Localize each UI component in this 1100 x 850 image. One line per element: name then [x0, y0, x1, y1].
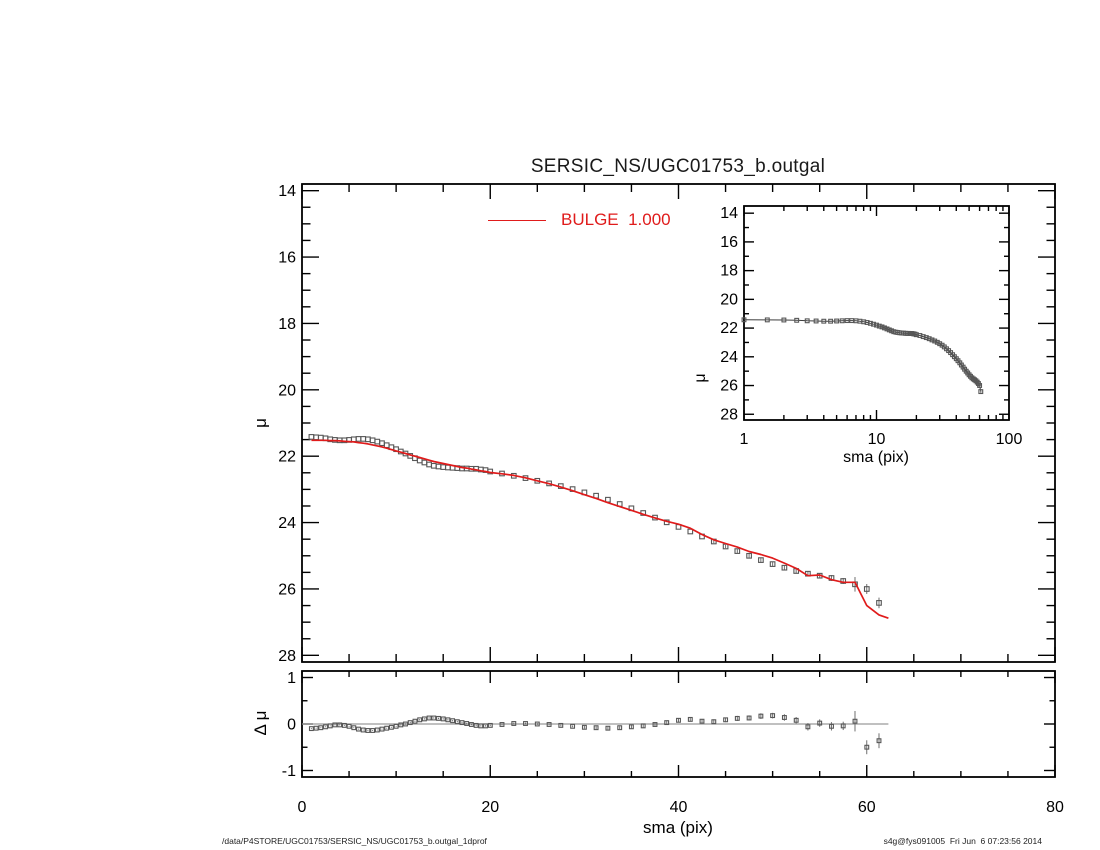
- svg-text:16: 16: [278, 250, 296, 267]
- svg-text:22: 22: [278, 449, 296, 466]
- svg-text:24: 24: [720, 349, 738, 366]
- svg-text:26: 26: [720, 378, 738, 395]
- svg-text:14: 14: [278, 183, 296, 200]
- svg-text:μ: μ: [692, 373, 709, 382]
- svg-text:0: 0: [287, 717, 296, 734]
- svg-text:20: 20: [481, 799, 499, 816]
- main-data-points: [308, 434, 882, 606]
- svg-text:1: 1: [287, 670, 296, 687]
- svg-text:Δ μ: Δ μ: [251, 711, 270, 736]
- svg-text:80: 80: [1046, 799, 1064, 816]
- footer-file-path: /data/P4STORE/UGC01753/SERSIC_NS/UGC0175…: [222, 836, 487, 846]
- svg-text:10: 10: [868, 431, 886, 448]
- inset-data-points: [741, 317, 984, 395]
- svg-text:18: 18: [720, 263, 738, 280]
- inset-plot: 1 10 100 14 16 18 20 22 24 26 28 sma (pix) μ: [692, 205, 1022, 466]
- svg-text:28: 28: [720, 406, 738, 423]
- svg-text:1: 1: [740, 431, 749, 448]
- svg-text:0: 0: [298, 799, 307, 816]
- footer-user-timestamp: s4g@fys091005 Fri Jun 6 07:23:56 2014: [883, 836, 1042, 846]
- svg-text:sma (pix): sma (pix): [643, 818, 713, 837]
- svg-text:60: 60: [858, 799, 876, 816]
- legend-model-line-swatch: [488, 219, 546, 221]
- bulge-model-line: [311, 439, 889, 620]
- legend: BULGE 1.000: [488, 210, 671, 229]
- svg-text:22: 22: [720, 320, 738, 337]
- svg-text:-1: -1: [282, 763, 296, 780]
- svg-text:μ: μ: [251, 418, 270, 428]
- residual-points: [308, 713, 882, 750]
- svg-text:40: 40: [670, 799, 688, 816]
- svg-text:26: 26: [278, 581, 296, 598]
- residual-plot: 1 0 -1 Δ μ 0 20 40 60 80 sma (pix): [251, 670, 1064, 837]
- svg-text:16: 16: [720, 234, 738, 251]
- svg-text:20: 20: [278, 382, 296, 399]
- svg-text:28: 28: [278, 648, 296, 665]
- legend-label: BULGE 1.000: [561, 210, 671, 229]
- svg-text:100: 100: [996, 431, 1023, 448]
- main-plot: 14 16 18 20 22 24 26 28 μ: [251, 183, 1056, 665]
- inset-profile-line: [743, 319, 982, 392]
- residual-errorbars: [310, 710, 880, 755]
- main-data-errorbars: [713, 539, 880, 609]
- svg-text:20: 20: [720, 291, 738, 308]
- svg-text:14: 14: [720, 205, 738, 222]
- svg-text:24: 24: [278, 515, 296, 532]
- svg-text:sma (pix): sma (pix): [843, 449, 909, 466]
- svg-text:18: 18: [278, 316, 296, 333]
- page-title: SERSIC_NS/UGC01753_b.outgal: [530, 156, 826, 177]
